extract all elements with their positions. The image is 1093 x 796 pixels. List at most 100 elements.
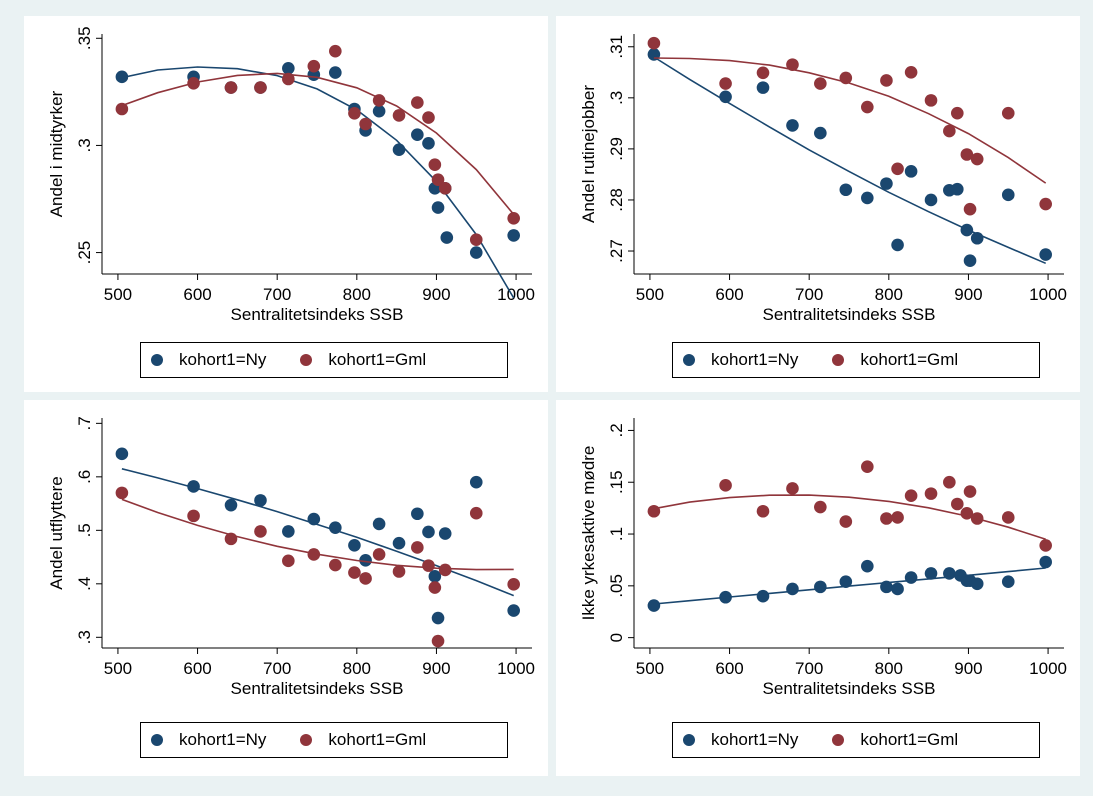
x-tick-label: 900 xyxy=(954,285,982,304)
point-gml xyxy=(254,81,267,94)
point-ny xyxy=(422,525,435,539)
y-tick-label: .27 xyxy=(607,239,626,263)
x-tick-label: 900 xyxy=(422,285,450,304)
point-ny xyxy=(115,447,129,461)
point-gml xyxy=(422,111,435,124)
y-tick-label: .15 xyxy=(607,470,626,494)
point-gml xyxy=(307,548,321,561)
point-gml xyxy=(392,565,406,578)
point-ny xyxy=(438,527,452,540)
x-tick-label: 600 xyxy=(183,659,211,678)
point-ny xyxy=(411,507,424,521)
legend-item-ny: kohort1=Ny xyxy=(151,730,266,750)
point-gml xyxy=(891,162,904,176)
x-tick-label: 1000 xyxy=(1029,285,1067,304)
legend-item-gml: kohort1=Gml xyxy=(832,730,958,750)
point-gml xyxy=(943,475,956,489)
y-tick-label: .5 xyxy=(75,523,94,537)
legend-marker-ny xyxy=(151,354,163,366)
x-axis-title: Sentralitetsindeks SSB xyxy=(231,679,404,698)
point-gml xyxy=(814,77,827,90)
point-gml xyxy=(924,94,938,107)
point-gml xyxy=(329,558,342,572)
point-ny xyxy=(839,183,853,197)
point-gml xyxy=(507,578,520,591)
y-axis-title: Andel utflyttere xyxy=(47,476,66,589)
chart-modre: 500 600 700 800 900 1000 0 .05 .1 .15 .2 Sentralite… xyxy=(579,418,1067,698)
point-ny xyxy=(950,182,964,196)
point-gml xyxy=(1039,197,1052,211)
point-ny xyxy=(891,238,904,252)
y-tick-label: .05 xyxy=(607,574,626,598)
point-gml xyxy=(359,117,372,131)
point-ny xyxy=(963,254,977,268)
point-ny xyxy=(372,104,386,118)
x-axis-title: Sentralitetsindeks SSB xyxy=(763,305,936,324)
point-gml xyxy=(307,59,321,73)
y-tick-label: .2 xyxy=(607,423,626,437)
legend-utflyttere: kohort1=Ny kohort1=Gml xyxy=(140,722,508,758)
x-tick-label: 1000 xyxy=(497,659,535,678)
point-gml xyxy=(359,572,372,585)
point-gml xyxy=(647,504,661,518)
point-ny xyxy=(392,536,406,550)
point-ny xyxy=(924,567,938,580)
fit-line-ny xyxy=(121,66,515,299)
point-gml xyxy=(950,106,964,120)
point-gml xyxy=(428,158,442,172)
point-gml xyxy=(904,65,918,79)
point-ny xyxy=(115,70,129,84)
point-ny xyxy=(348,539,361,552)
point-ny xyxy=(970,577,984,591)
point-gml xyxy=(372,548,386,561)
y-tick-label: 0 xyxy=(607,633,626,642)
x-axis-title: Sentralitetsindeks SSB xyxy=(231,305,404,324)
point-ny xyxy=(924,193,938,207)
point-gml xyxy=(786,482,799,495)
legend-label-ny: kohort1=Ny xyxy=(179,730,267,749)
x-tick-label: 600 xyxy=(715,285,743,304)
point-ny xyxy=(891,582,904,596)
legend-label-ny: kohort1=Ny xyxy=(711,350,799,369)
legend-item-gml: kohort1=Gml xyxy=(832,350,958,370)
point-gml xyxy=(880,74,893,87)
point-gml xyxy=(960,148,974,161)
point-ny xyxy=(861,559,874,573)
point-gml xyxy=(431,634,445,648)
point-ny xyxy=(359,553,372,567)
point-gml xyxy=(254,525,267,538)
legend-item-ny: kohort1=Ny xyxy=(683,350,798,370)
x-tick-label: 700 xyxy=(795,659,823,678)
point-gml xyxy=(963,485,977,498)
point-ny xyxy=(861,191,874,205)
legend-item-gml: kohort1=Gml xyxy=(300,350,426,370)
point-ny xyxy=(814,580,827,594)
point-gml xyxy=(1001,106,1015,120)
x-tick-label: 800 xyxy=(343,285,371,304)
legend-item-gml: kohort1=Gml xyxy=(300,730,426,750)
point-ny xyxy=(431,611,445,625)
legend-label-gml: kohort1=Gml xyxy=(860,350,959,369)
panel-modre: 500 600 700 800 900 1000 0 .05 .1 .15 .2 Sentralite… xyxy=(556,400,1080,776)
legend-marker-ny xyxy=(683,354,695,366)
y-tick-label: .4 xyxy=(75,577,94,591)
chart-utflyttere: 500 600 700 800 900 1000 .3 .4 .5 .6 .7 Sentralitet… xyxy=(47,416,535,698)
y-tick-label: .31 xyxy=(607,35,626,59)
panel-utflyttere: 500 600 700 800 900 1000 .3 .4 .5 .6 .7 Sentralitet… xyxy=(24,400,548,776)
legend-marker-gml xyxy=(300,354,313,366)
x-tick-label: 900 xyxy=(954,659,982,678)
point-gml xyxy=(422,559,435,572)
point-ny xyxy=(1039,555,1052,569)
point-gml xyxy=(187,509,200,523)
fit-line-gml xyxy=(653,494,1046,541)
point-ny xyxy=(428,570,442,583)
x-tick-label: 500 xyxy=(104,659,132,678)
legend-label-gml: kohort1=Gml xyxy=(860,730,959,749)
legend-marker-gml xyxy=(300,734,313,746)
x-tick-label: 700 xyxy=(795,285,823,304)
point-ny xyxy=(469,475,483,489)
x-tick-label: 1000 xyxy=(1029,659,1067,678)
chart-rutinejobber: 500 600 700 800 900 1000 .27 .28 .29 .3 .31 Sentral… xyxy=(579,34,1067,324)
x-tick-label: 800 xyxy=(343,659,371,678)
